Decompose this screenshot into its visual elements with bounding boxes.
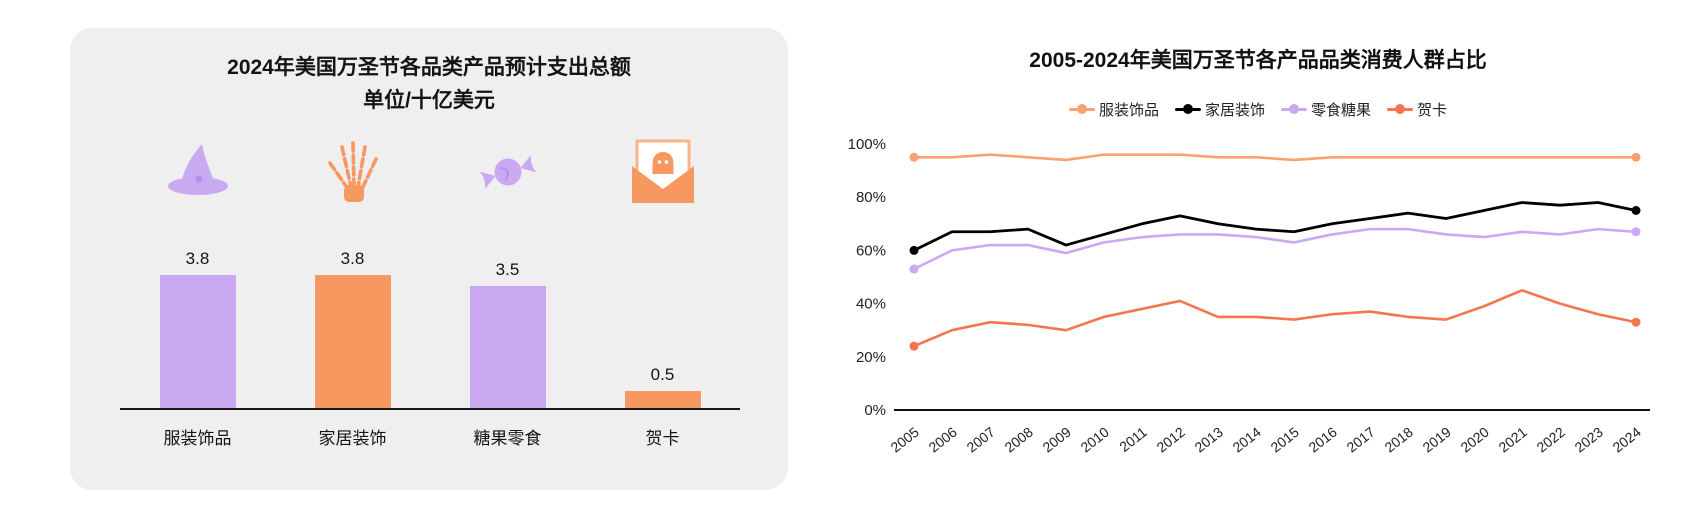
legend-marker (1387, 104, 1414, 114)
y-tick-label: 80% (856, 189, 886, 206)
legend-marker (1068, 104, 1095, 114)
line-chart-panel: 2005-2024年美国万圣节各产品品类消费人群占比 服装饰品 家居装饰 零食糖果 贺… (838, 30, 1678, 510)
bar-家居装饰[interactable] (314, 275, 391, 408)
bar-column-1: 3.8 (120, 128, 275, 408)
bar-chart-title: 2024年美国万圣节各品类产品预计支出总额 单位/十亿美元 (70, 52, 788, 117)
line-chart[interactable]: 0%20%40%60%80%100%2005 2006 2007 2008 2009 20… (848, 124, 1668, 460)
category-label-糖果零食: 糖果零食 (473, 429, 542, 448)
category-label-服装饰品: 服装饰品 (163, 429, 232, 448)
bar-column-4: 0.5 (585, 128, 740, 408)
x-tick-label: 2008 (1001, 424, 1036, 456)
series-line-家居装饰[interactable] (912, 201, 1638, 252)
legend-label: 服装饰品 (1098, 101, 1159, 119)
y-tick-label: 0% (864, 402, 886, 419)
y-tick-label: 60% (856, 242, 886, 259)
series-endpoint-服装饰品 (909, 152, 919, 162)
legend-marker (1174, 104, 1201, 114)
x-tick-label: 2017 (1343, 424, 1378, 456)
series-endpoint-贺卡 (909, 341, 919, 351)
x-tick-label: 2019 (1419, 424, 1454, 456)
series-endpoint-家居装饰 (1631, 206, 1641, 215)
x-tick-label: 2009 (1039, 424, 1074, 456)
legend-dot (1182, 104, 1193, 114)
bar-column-2: 3.8 (275, 128, 430, 408)
series-endpoint-家居装饰 (909, 245, 919, 255)
x-tick-label: 2015 (1267, 424, 1302, 456)
legend-item-零食糖果[interactable]: 零食糖果 (1281, 99, 1371, 120)
x-tick-label: 2016 (1305, 424, 1340, 456)
x-tick-label: 2012 (1153, 424, 1188, 456)
x-tick-label: 2006 (925, 424, 960, 456)
bar-糖果零食[interactable] (469, 285, 546, 408)
legend-label: 贺卡 (1417, 101, 1448, 119)
bar-value-label: 3.5 (495, 259, 520, 279)
skeleton-hand-icon (318, 128, 388, 216)
bar-chart-category-labels: 服装饰品 家居装饰 糖果零食 贺卡 (120, 424, 740, 449)
candy-icon (471, 128, 545, 216)
x-tick-label: 2024 (1609, 424, 1644, 456)
series-line-零食糖果[interactable] (912, 227, 1638, 271)
bar-服装饰品[interactable] (159, 275, 236, 408)
series-endpoint-零食糖果 (1631, 227, 1641, 237)
line-chart-legend: 服装饰品 家居装饰 零食糖果 贺卡 (838, 99, 1678, 120)
legend-label: 家居装饰 (1204, 101, 1265, 119)
series-line-服装饰品[interactable] (912, 153, 1638, 162)
legend-item-家居装饰[interactable]: 家居装饰 (1174, 99, 1265, 120)
series-endpoint-服装饰品 (1631, 152, 1641, 162)
series-endpoint-贺卡 (1631, 317, 1641, 327)
x-tick-label: 2007 (963, 424, 998, 456)
x-tick-label: 2018 (1381, 424, 1416, 456)
legend-label: 零食糖果 (1311, 101, 1372, 119)
y-tick-label: 20% (856, 349, 886, 366)
legend-dot (1395, 104, 1406, 114)
line-chart-title: 2005-2024年美国万圣节各产品品类消费人群占比 (1029, 49, 1487, 72)
series-endpoint-零食糖果 (909, 264, 919, 274)
x-tick-label: 2011 (1116, 424, 1150, 455)
bar-chart-title-line1: 2024年美国万圣节各品类产品预计支出总额 (227, 56, 631, 79)
series-line-贺卡[interactable] (912, 289, 1638, 348)
x-tick-label: 2014 (1229, 424, 1264, 456)
x-tick-label: 2005 (887, 424, 922, 456)
bar-value-label: 3.8 (185, 249, 210, 268)
legend-marker (1281, 104, 1307, 114)
category-label-贺卡: 贺卡 (645, 429, 680, 448)
greeting-card-icon (624, 128, 702, 216)
x-tick-label: 2021 (1495, 424, 1530, 456)
bar-value-label: 3.8 (340, 249, 365, 268)
legend-dot (1289, 104, 1299, 114)
bar-value-label: 0.5 (650, 364, 675, 384)
bar-chart-title-line2: 单位/十亿美元 (363, 88, 495, 112)
witch-hat-icon (155, 128, 241, 216)
x-tick-label: 2022 (1533, 424, 1568, 456)
bar-chart-panel: 2024年美国万圣节各品类产品预计支出总额 单位/十亿美元 3.8 3.8 3.5 0… (70, 28, 788, 490)
legend-item-服装饰品[interactable]: 服装饰品 (1068, 99, 1159, 120)
bar-column-3: 3.5 (430, 128, 585, 408)
y-tick-label: 40% (856, 296, 886, 313)
x-tick-label: 2023 (1571, 424, 1606, 456)
bar-chart-plot: 3.8 3.8 3.5 0.5 (120, 128, 740, 410)
category-label-家居装饰: 家居装饰 (318, 429, 387, 448)
x-tick-label: 2010 (1077, 424, 1112, 456)
legend-item-贺卡[interactable]: 贺卡 (1387, 99, 1447, 120)
x-tick-label: 2013 (1191, 424, 1226, 456)
bar-贺卡[interactable] (624, 390, 701, 408)
y-tick-label: 100% (848, 136, 886, 153)
legend-dot (1076, 104, 1087, 114)
x-tick-label: 2020 (1457, 424, 1492, 456)
